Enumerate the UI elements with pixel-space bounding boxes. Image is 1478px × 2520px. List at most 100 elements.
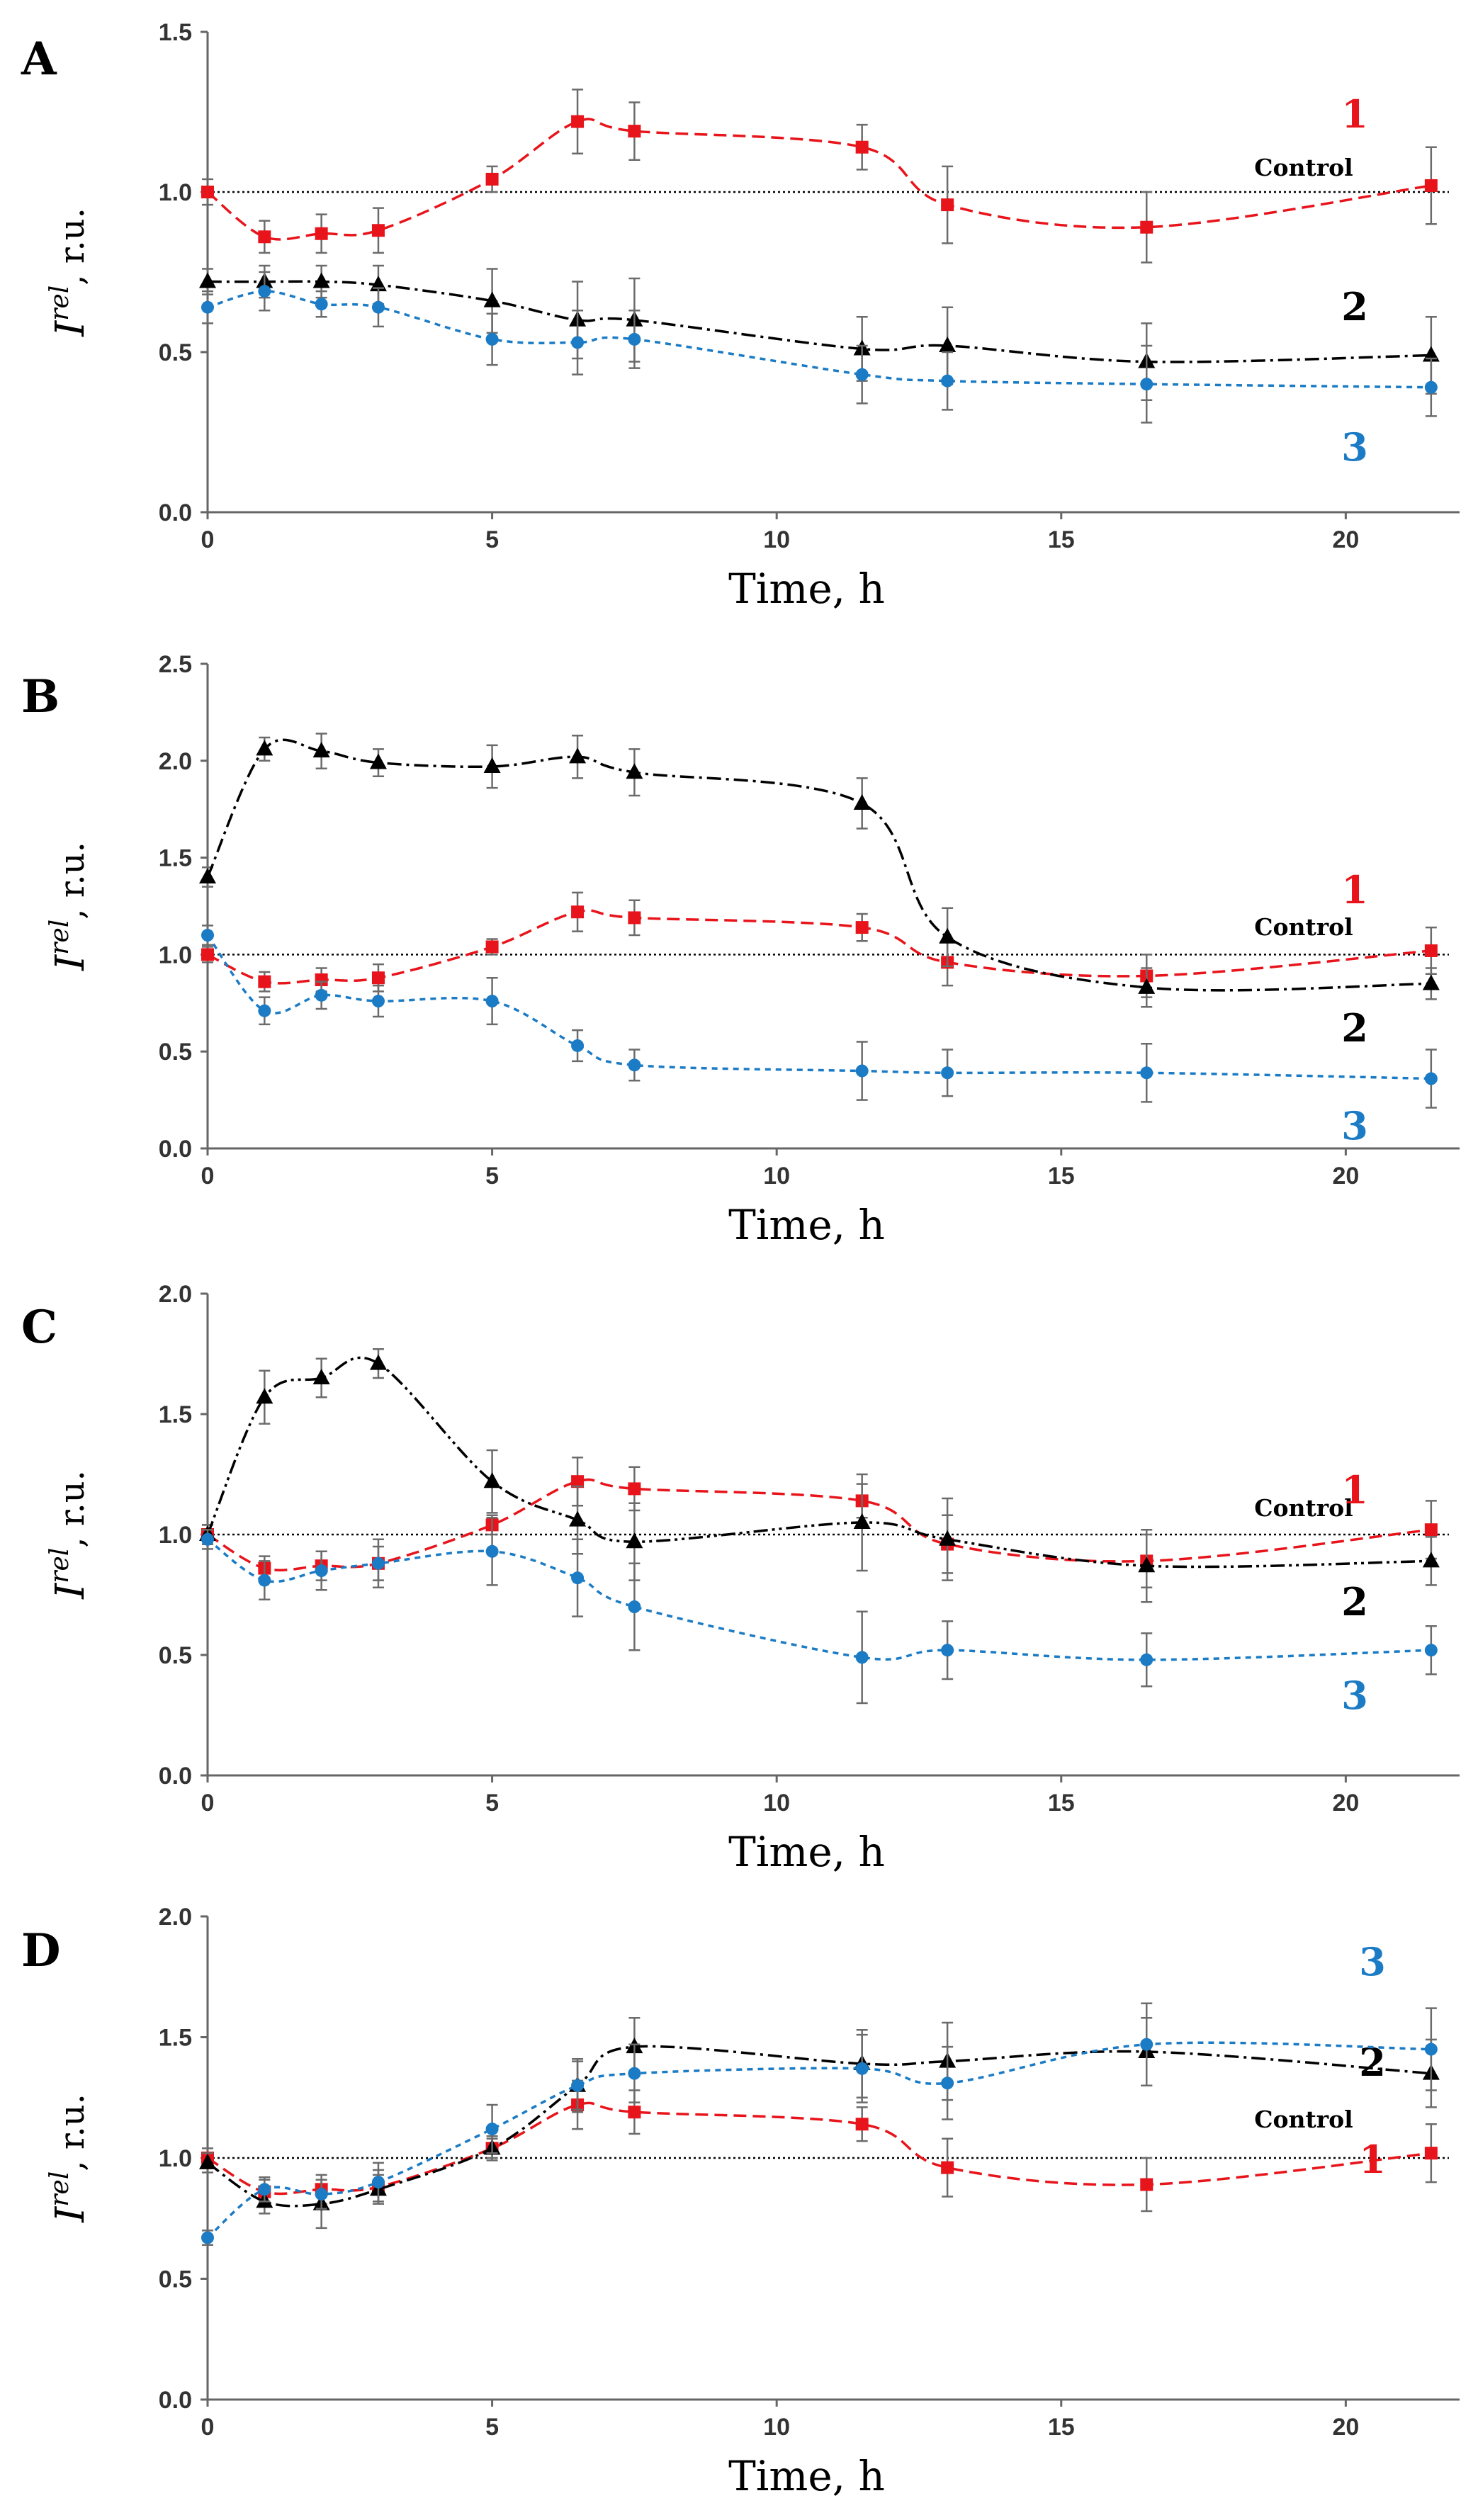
series-3: 3 <box>201 1939 1438 2247</box>
series-3: 3 <box>201 271 1438 470</box>
x-tick-label: 0 <box>201 1790 215 1816</box>
series-line <box>206 738 1431 992</box>
x-tick-label: 20 <box>1332 2414 1359 2441</box>
series-3: 3 <box>201 925 1438 1148</box>
data-point-circle <box>941 374 954 388</box>
series-line <box>207 2045 1431 2208</box>
data-point-circle <box>628 1058 641 1072</box>
y-axis-title-symbol: I <box>47 2205 94 2223</box>
y-tick-label: 2.0 <box>159 748 192 775</box>
data-point-square <box>1424 2147 1438 2160</box>
series-1: 1 <box>201 1456 1438 1589</box>
data-point-triangle <box>939 927 957 944</box>
data-point-triangle <box>1422 974 1440 990</box>
x-tick-label: 15 <box>1048 1790 1075 1816</box>
data-point-square <box>628 125 641 138</box>
y-axis-title-superscript: rel <box>45 1548 74 1583</box>
data-point-triangle <box>1422 1552 1440 1568</box>
x-tick-label: 5 <box>485 1163 499 1190</box>
data-point-circle <box>485 2123 499 2136</box>
data-point-triangle <box>939 336 957 352</box>
y-tick-label: 0.5 <box>159 2266 192 2293</box>
x-tick-label: 10 <box>763 2414 790 2441</box>
series-line <box>206 1538 1431 1661</box>
y-axis-title-symbol: I <box>47 954 94 971</box>
data-point-square <box>628 911 641 925</box>
series-line <box>207 909 1431 985</box>
x-tick-label: 5 <box>485 526 499 553</box>
data-point-square <box>855 921 869 934</box>
series-1: 1 <box>201 867 1438 998</box>
series-2: 2 <box>199 733 1440 1051</box>
data-point-square <box>315 973 328 986</box>
data-point-circle <box>258 1004 271 1017</box>
x-tick-label: 20 <box>1332 1790 1359 1816</box>
panel-letter: D <box>21 1924 61 1977</box>
data-point-circle <box>258 285 271 298</box>
control-label: Control <box>1254 1494 1353 1522</box>
series-1: 1 <box>201 89 1438 264</box>
data-point-square <box>628 1482 641 1496</box>
data-point-circle <box>941 2077 954 2090</box>
data-point-triangle <box>256 1388 273 1404</box>
y-axis-title-symbol: I <box>47 320 94 337</box>
panel-letter: A <box>21 33 57 86</box>
x-tick-label: 0 <box>201 1163 215 1190</box>
x-tick-label: 10 <box>763 526 790 553</box>
y-tick-label: 0.0 <box>159 2387 192 2414</box>
data-point-circle <box>315 298 328 311</box>
data-point-square <box>1424 179 1438 192</box>
data-point-square <box>201 186 214 198</box>
data-point-circle <box>315 988 328 1002</box>
y-tick-label: 0.5 <box>159 1642 192 1669</box>
data-point-circle <box>1424 1072 1438 1085</box>
y-tick-label: 0.5 <box>159 339 192 366</box>
y-tick-label: 1.5 <box>159 19 192 46</box>
data-point-circle <box>371 300 385 314</box>
series-2: 2 <box>199 264 1440 402</box>
data-point-circle <box>1424 380 1438 394</box>
data-point-square <box>485 172 499 186</box>
series-label: 1 <box>1341 91 1368 137</box>
data-point-circle <box>628 2067 641 2080</box>
data-point-circle <box>315 1564 328 1577</box>
data-point-square <box>628 2106 641 2119</box>
x-tick-label: 5 <box>485 2414 499 2441</box>
x-tick-label: 10 <box>763 1790 790 1816</box>
data-point-triangle <box>369 753 387 769</box>
series-label: 3 <box>1341 424 1368 470</box>
x-tick-label: 20 <box>1332 526 1359 553</box>
data-point-circle <box>941 1066 954 1080</box>
data-point-triangle <box>483 757 501 774</box>
x-axis-title: Time, h <box>728 565 885 613</box>
data-point-triangle <box>626 1532 643 1549</box>
control-label: Control <box>1254 154 1353 181</box>
x-axis-title: Time, h <box>728 2452 885 2500</box>
y-axis-title-symbol: I <box>47 1582 94 1600</box>
data-point-circle <box>1140 378 1153 391</box>
control-label: Control <box>1254 913 1353 941</box>
data-point-square <box>371 971 385 985</box>
data-point-circle <box>1140 2038 1153 2051</box>
y-axis-title-units: , r.u. <box>52 208 92 286</box>
data-point-triangle <box>483 291 501 307</box>
data-point-square <box>571 115 585 128</box>
y-axis-title-units: , r.u. <box>52 2094 92 2171</box>
y-tick-label: 0.0 <box>159 1763 192 1790</box>
data-point-square <box>1140 220 1153 234</box>
data-point-triangle <box>256 740 273 756</box>
panel-d: D 0.0 0.5 1.0 1.5 2.0 0 5 10 15 20 Time, h Irel, r.u… <box>21 1904 1460 2500</box>
series-label: 1 <box>1359 2137 1386 2182</box>
series-line <box>206 118 1432 241</box>
data-point-circle <box>371 1556 385 1570</box>
data-point-square <box>258 975 271 988</box>
data-point-triangle <box>199 272 216 288</box>
data-point-triangle <box>626 763 643 779</box>
panel-b: B 0.0 0.5 1.0 1.5 2.0 2.5 0 5 10 15 20 Time, h Irel, … <box>21 651 1460 1249</box>
x-tick-label: 15 <box>1048 2414 1075 2441</box>
data-point-triangle <box>853 793 871 810</box>
y-tick-label: 0.0 <box>159 1136 192 1163</box>
series-3: 3 <box>201 1516 1438 1718</box>
data-point-square <box>855 2118 869 2131</box>
